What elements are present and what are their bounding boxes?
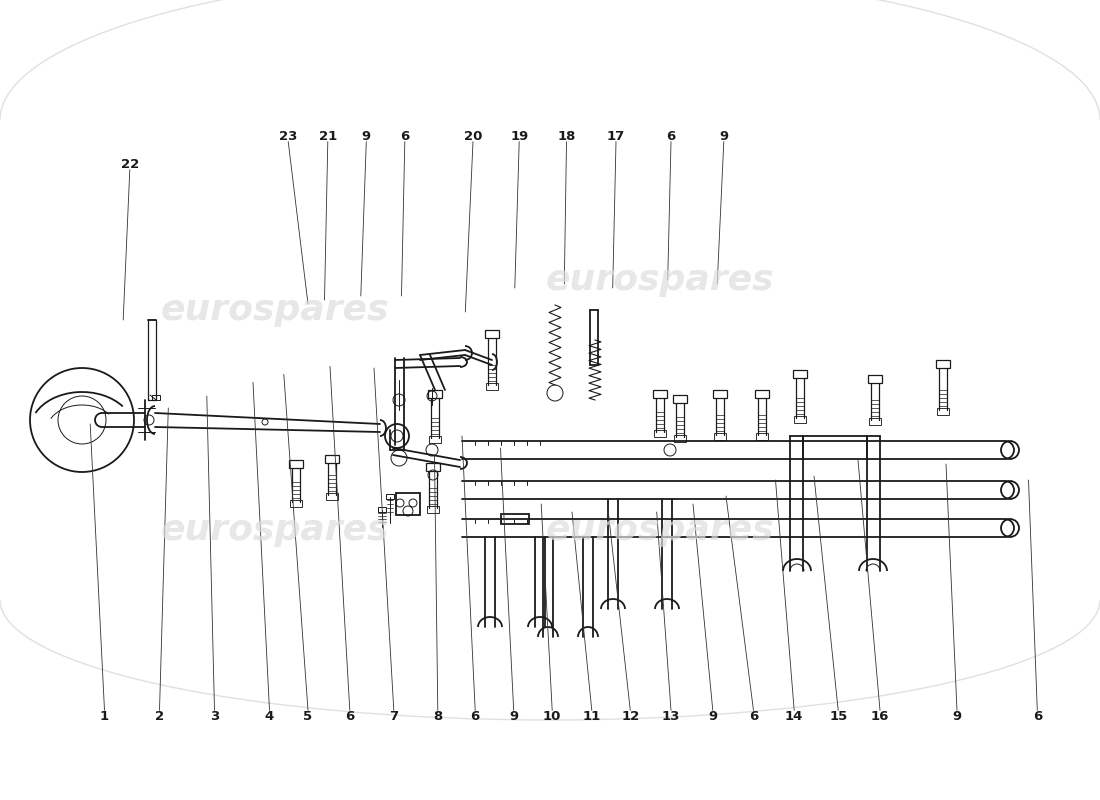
Text: 9: 9 (719, 130, 728, 142)
Bar (794, 416, 806, 423)
Text: eurospares: eurospares (546, 263, 774, 297)
Bar (673, 395, 688, 403)
Text: 6: 6 (345, 710, 354, 722)
Bar (426, 463, 440, 471)
Bar (324, 455, 339, 463)
Bar (936, 360, 950, 368)
Text: 17: 17 (607, 130, 625, 142)
Text: 4: 4 (265, 710, 274, 722)
Bar (714, 433, 726, 440)
Bar (654, 430, 666, 437)
Text: 13: 13 (662, 710, 680, 722)
Bar (937, 408, 949, 415)
Bar (500, 514, 529, 524)
Bar (429, 436, 441, 443)
Bar (396, 493, 420, 515)
Text: 7: 7 (389, 710, 398, 722)
Text: 5: 5 (304, 710, 312, 722)
Text: 6: 6 (1033, 710, 1042, 722)
Bar (756, 433, 768, 440)
Text: 20: 20 (464, 130, 482, 142)
Text: 23: 23 (279, 130, 297, 142)
Bar (378, 507, 386, 512)
Text: 14: 14 (785, 710, 803, 722)
Bar (486, 383, 498, 390)
Text: 9: 9 (362, 130, 371, 142)
Text: 12: 12 (621, 710, 639, 722)
Bar (289, 460, 302, 468)
Text: 9: 9 (708, 710, 717, 722)
Bar (674, 435, 686, 442)
Bar (152, 395, 160, 400)
Text: 11: 11 (583, 710, 601, 722)
Text: eurospares: eurospares (546, 513, 774, 547)
Text: 3: 3 (210, 710, 219, 722)
Bar (793, 370, 807, 378)
Bar (869, 418, 881, 425)
Text: 6: 6 (749, 710, 758, 722)
Text: 19: 19 (510, 130, 528, 142)
Text: 9: 9 (509, 710, 518, 722)
Text: 2: 2 (155, 710, 164, 722)
Bar (326, 493, 338, 500)
Bar (485, 330, 499, 338)
Text: 6: 6 (400, 130, 409, 142)
Text: 21: 21 (319, 130, 337, 142)
Bar (427, 506, 439, 513)
Bar (428, 390, 442, 398)
Bar (653, 390, 667, 398)
Bar (713, 390, 727, 398)
Bar (868, 375, 882, 383)
Text: 16: 16 (871, 710, 889, 722)
Text: 15: 15 (829, 710, 847, 722)
Text: eurospares: eurospares (161, 293, 389, 327)
Text: 9: 9 (953, 710, 961, 722)
Text: 10: 10 (543, 710, 561, 722)
Bar (755, 390, 769, 398)
Text: eurospares: eurospares (161, 513, 389, 547)
Text: 1: 1 (100, 710, 109, 722)
Bar (290, 500, 303, 507)
Bar (386, 494, 394, 499)
Text: 6: 6 (471, 710, 480, 722)
Text: 18: 18 (558, 130, 575, 142)
Text: 22: 22 (121, 158, 139, 170)
Text: 8: 8 (433, 710, 442, 722)
Text: 6: 6 (667, 130, 675, 142)
